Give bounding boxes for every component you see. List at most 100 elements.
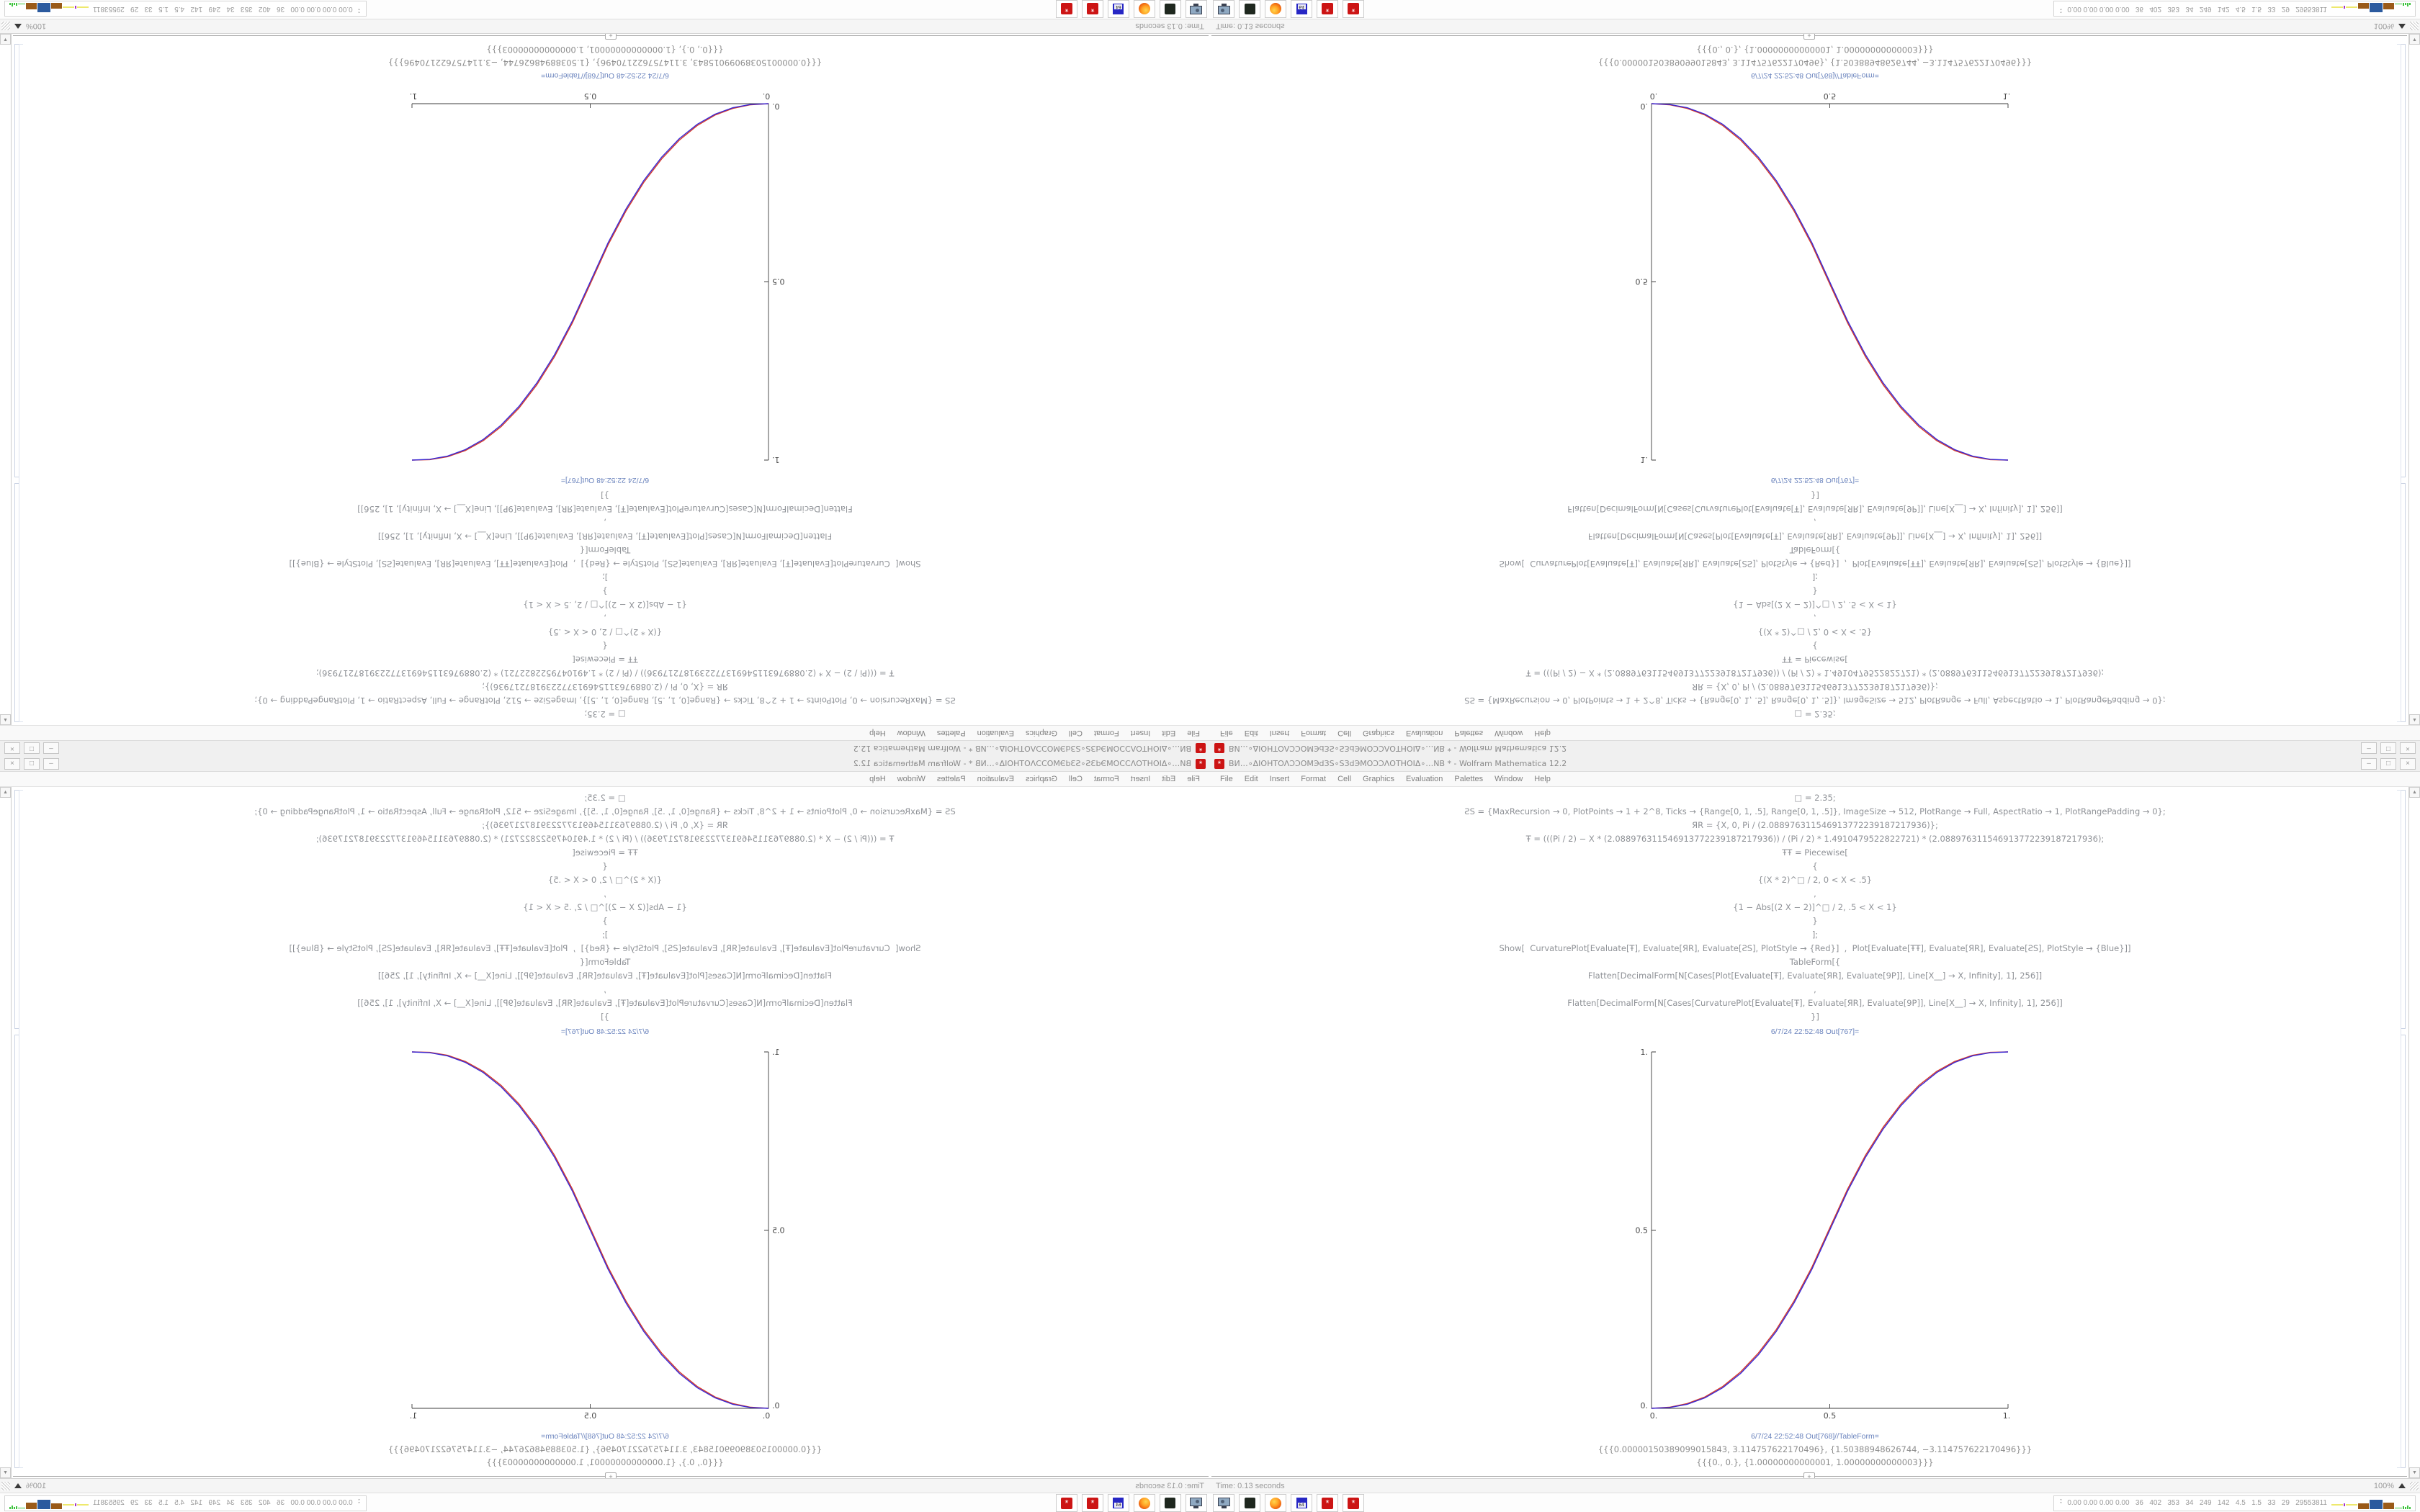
output-cell-bracket[interactable] <box>14 44 19 477</box>
maximize-button[interactable]: □ <box>24 742 40 755</box>
taskbar-item-floppy[interactable]: 64 <box>1108 0 1129 18</box>
menu-cell[interactable]: Cell <box>1337 775 1352 783</box>
menu-help[interactable]: Help <box>869 729 886 737</box>
input-cell-bracket[interactable] <box>14 483 19 722</box>
menu-window[interactable]: Window <box>1494 775 1523 783</box>
minimize-button[interactable]: – <box>43 742 59 755</box>
cell-insert-plus-icon[interactable]: + <box>1803 1472 1815 1478</box>
taskbar-item-mathematica-1[interactable]: * <box>1317 0 1338 18</box>
taskbar-item-disk-utility[interactable] <box>1239 0 1260 18</box>
scroll-up-icon[interactable]: ▲ <box>0 787 11 798</box>
input-cell[interactable]: □ = 2.35; ƧS = {MaxRecursion → 0, PlotPo… <box>0 488 1210 725</box>
system-stats-applet[interactable]: ⌃ ⌃ 0.00 0.00 0.00 0.00 36 402 353 34 249… <box>4 1 367 17</box>
resize-grip-icon[interactable] <box>1 22 10 31</box>
taskbar-item-mathematica-1[interactable]: * <box>1082 1494 1103 1512</box>
taskbar-item-mathematica-2[interactable]: * <box>1343 0 1364 18</box>
cell-insert-line[interactable]: + <box>13 1472 1209 1478</box>
menu-help[interactable]: Help <box>869 775 886 783</box>
magnification-value[interactable]: 100% <box>2373 1481 2394 1490</box>
input-cell-bracket[interactable] <box>2401 483 2406 722</box>
output-cell-bracket[interactable] <box>2401 1035 2406 1468</box>
window-titlebar[interactable]: * ВИ…∘ΔIOHTOΛƆƆOMЭdЗS∘SЗdЭMOƆƆΛOTHOIΔ∘…N… <box>1210 756 2420 772</box>
taskbar-item-mathematica-2[interactable]: * <box>1056 0 1077 18</box>
taskbar-item-mathematica-2[interactable]: * <box>1056 1494 1077 1512</box>
menu-insert[interactable]: Insert <box>1130 775 1151 783</box>
maximize-button[interactable]: □ <box>2380 757 2396 770</box>
menu-file[interactable]: File <box>1187 729 1200 737</box>
output-cell-bracket[interactable] <box>2401 44 2406 477</box>
scroll-down-icon[interactable]: ▼ <box>0 34 11 45</box>
vertical-scrollbar[interactable]: ▲ ▼ <box>2408 34 2420 725</box>
taskbar-item-system-monitor[interactable] <box>1213 0 1234 18</box>
resize-grip-icon[interactable] <box>2410 1481 2419 1490</box>
menu-evaluation[interactable]: Evaluation <box>977 729 1014 737</box>
taskbar-item-firefox[interactable] <box>1134 1494 1155 1512</box>
input-cell[interactable]: □ = 2.35; ƧS = {MaxRecursion → 0, PlotPo… <box>1210 787 2420 1024</box>
taskbar-item-system-monitor[interactable] <box>1186 1494 1207 1512</box>
taskbar-item-firefox[interactable] <box>1265 0 1286 18</box>
vertical-scrollbar[interactable]: ▲ ▼ <box>0 787 12 1478</box>
magnification-arrow-icon[interactable] <box>2398 1483 2406 1488</box>
minimize-button[interactable]: – <box>43 757 59 770</box>
menu-cell[interactable]: Cell <box>1068 729 1083 737</box>
taskbar-item-mathematica-2[interactable]: * <box>1343 1494 1364 1512</box>
menu-help[interactable]: Help <box>1534 775 1551 783</box>
menu-insert[interactable]: Insert <box>1130 729 1151 737</box>
taskbar-item-floppy[interactable]: 64 <box>1291 0 1312 18</box>
menu-graphics[interactable]: Graphics <box>1363 775 1395 783</box>
taskbar-item-firefox[interactable] <box>1134 0 1155 18</box>
magnification-value[interactable]: 100% <box>26 22 47 31</box>
cell-group-bracket[interactable] <box>2397 790 2401 1468</box>
menu-graphics[interactable]: Graphics <box>1363 729 1395 737</box>
taskbar-item-firefox[interactable] <box>1265 1494 1286 1512</box>
scroll-down-icon[interactable]: ▼ <box>2409 1467 2420 1478</box>
magnification-control[interactable]: 100% <box>2374 1482 2406 1490</box>
maximize-button[interactable]: □ <box>2380 742 2396 755</box>
taskbar-item-floppy[interactable]: 64 <box>1291 1494 1312 1512</box>
menu-palettes[interactable]: Palettes <box>936 775 966 783</box>
scroll-down-icon[interactable]: ▼ <box>0 1467 11 1478</box>
input-cell-bracket[interactable] <box>14 790 19 1029</box>
input-cell[interactable]: □ = 2.35; ƧS = {MaxRecursion → 0, PlotPo… <box>1210 488 2420 725</box>
cell-insert-plus-icon[interactable]: + <box>1803 34 1815 40</box>
cell-insert-line[interactable]: + <box>1211 1472 2407 1478</box>
cell-insert-line[interactable]: + <box>1211 34 2407 40</box>
taskbar-item-mathematica-1[interactable]: * <box>1082 0 1103 18</box>
menu-graphics[interactable]: Graphics <box>1025 775 1057 783</box>
menu-cell[interactable]: Cell <box>1337 729 1352 737</box>
menu-insert[interactable]: Insert <box>1269 729 1290 737</box>
magnification-value[interactable]: 100% <box>2373 22 2394 31</box>
magnification-control[interactable]: 100% <box>2374 22 2406 31</box>
menu-window[interactable]: Window <box>1494 729 1523 737</box>
magnification-arrow-icon[interactable] <box>2398 24 2406 29</box>
menu-palettes[interactable]: Palettes <box>1454 775 1484 783</box>
close-button[interactable]: × <box>4 742 20 755</box>
menu-edit[interactable]: Edit <box>1244 775 1258 783</box>
menu-insert[interactable]: Insert <box>1269 775 1290 783</box>
menu-palettes[interactable]: Palettes <box>1454 729 1484 737</box>
resize-grip-icon[interactable] <box>1 1481 10 1490</box>
menu-file[interactable]: File <box>1220 729 1233 737</box>
close-button[interactable]: × <box>2400 757 2416 770</box>
menu-window[interactable]: Window <box>897 729 926 737</box>
window-titlebar[interactable]: * ВИ…∘ΔIOHTOΛƆƆOMЭdЗS∘SЗdЭMOƆƆΛOTHOIΔ∘…N… <box>0 740 1210 756</box>
taskbar-item-floppy[interactable]: 64 <box>1108 1494 1129 1512</box>
input-cell-bracket[interactable] <box>2401 790 2406 1029</box>
system-stats-applet[interactable]: ⌃ ⌃ 0.00 0.00 0.00 0.00 36 402 353 34 249… <box>4 1495 367 1511</box>
menu-file[interactable]: File <box>1220 775 1233 783</box>
menu-evaluation[interactable]: Evaluation <box>1406 729 1443 737</box>
magnification-control[interactable]: 100% <box>14 22 46 31</box>
cell-group-bracket[interactable] <box>19 44 23 722</box>
menu-edit[interactable]: Edit <box>1244 729 1258 737</box>
scroll-up-icon[interactable]: ▲ <box>0 714 11 725</box>
scroll-up-icon[interactable]: ▲ <box>2409 787 2420 798</box>
input-cell[interactable]: □ = 2.35; ƧS = {MaxRecursion → 0, PlotPo… <box>0 787 1210 1024</box>
magnification-control[interactable]: 100% <box>14 1482 46 1490</box>
scroll-down-icon[interactable]: ▼ <box>2409 34 2420 45</box>
menu-format[interactable]: Format <box>1093 729 1119 737</box>
menu-help[interactable]: Help <box>1534 729 1551 737</box>
close-button[interactable]: × <box>2400 742 2416 755</box>
taskbar-item-disk-utility[interactable] <box>1160 1494 1181 1512</box>
menu-evaluation[interactable]: Evaluation <box>1406 775 1443 783</box>
menu-file[interactable]: File <box>1187 775 1200 783</box>
